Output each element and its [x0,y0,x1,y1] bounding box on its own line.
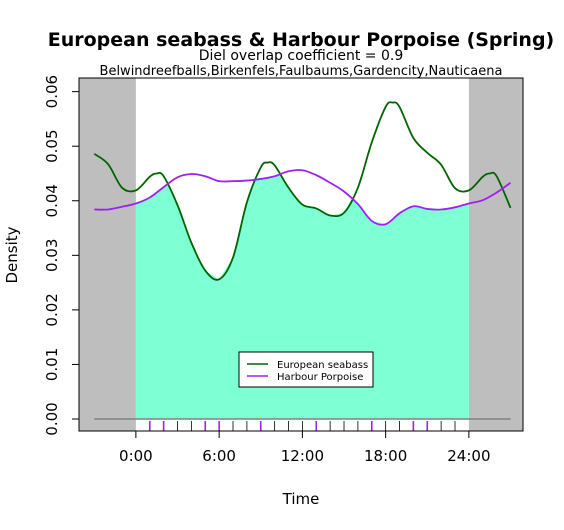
x-tick-label-2: 6:00 [202,447,236,465]
chart-sites-label: Belwindreefballs,Birkenfels,Faulbaums,Ga… [100,64,503,79]
overlap-area [135,174,469,419]
x-tick-label-5: 24:00 [447,447,490,465]
legend-box [238,351,374,388]
x-tick-label-1: 0:00 [119,447,153,465]
legend-label-seabass: European seabass [277,360,368,371]
night-shading-2 [468,78,523,431]
chart-subtitle: Diel overlap coefficient = 0.9 [199,48,404,64]
legend-label-porpoise: Harbour Porpoise [277,372,363,383]
chart-title: European seabass & Harbour Porpoise (Spr… [48,29,554,51]
y-tick-label-4: 0.03 [43,239,61,272]
x-tick-label-3: 12:00 [281,447,324,465]
x-axis-label: Time [282,490,320,508]
plot-frame [78,77,524,432]
y-tick-label-7: 0.06 [43,75,61,108]
y-tick-label-3: 0.02 [43,293,61,326]
y-tick-label-1: 0.00 [43,402,61,435]
series-line-european-seabass [93,101,512,281]
y-tick-label-6: 0.05 [43,129,61,162]
y-axis-label: Density [3,226,21,283]
y-tick-label-5: 0.04 [43,184,61,217]
series-line-harbour-porpoise [94,169,512,226]
plot-area: 0:00 6:00 12:00 18:00 24:00 0.00 0.01 0.02 0.03 0… [43,75,524,465]
night-shading-1 [79,78,136,431]
y-tick-label-2: 0.01 [43,348,61,381]
x-tick-label-4: 18:00 [364,447,407,465]
legend: European seabass Harbour Porpoise [238,351,374,388]
